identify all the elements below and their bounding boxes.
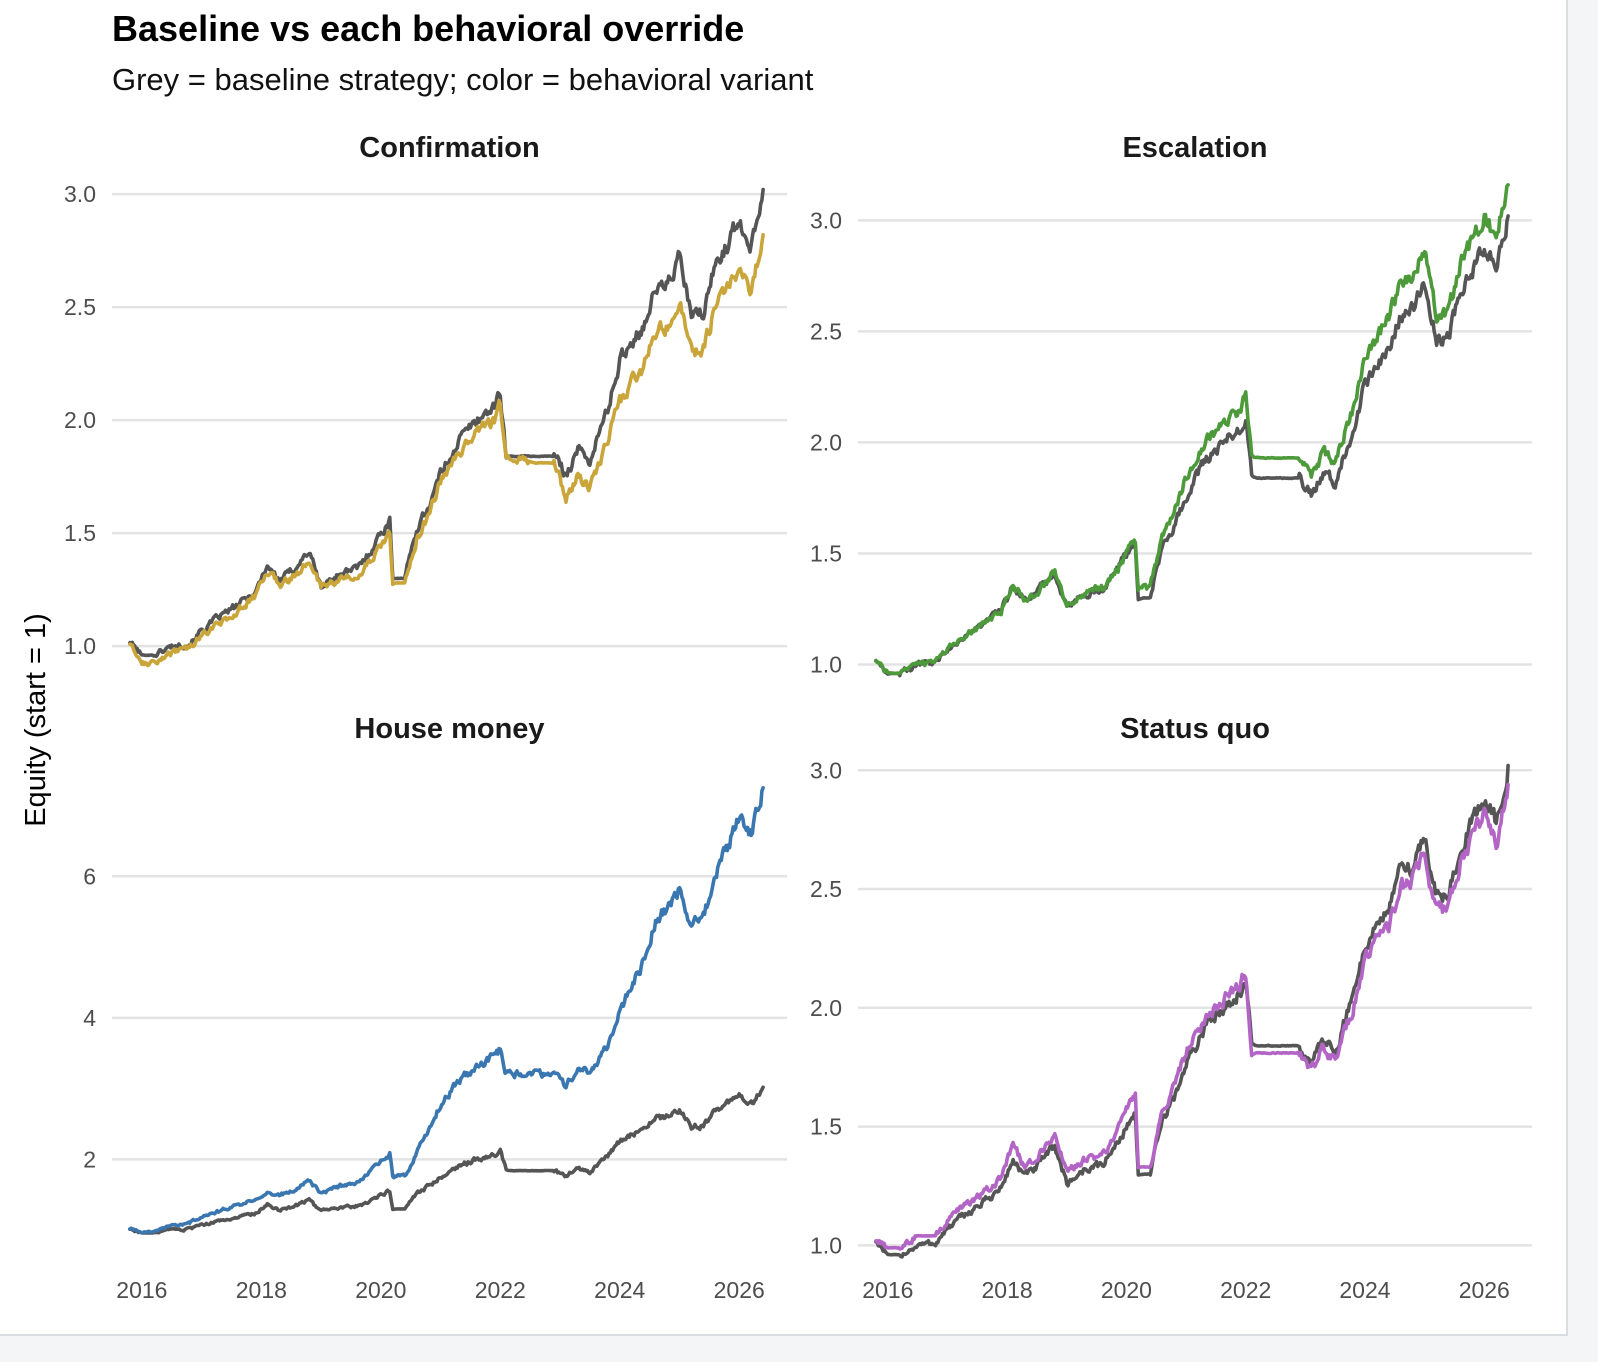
y-tick-label: 2.5 — [810, 876, 842, 902]
baseline-series-line — [128, 1085, 765, 1235]
y-axis-label: Equity (start = 1) — [20, 613, 52, 827]
y-tick-label: 2.0 — [810, 429, 842, 455]
baseline-series-line — [128, 187, 765, 659]
x-tick-label: 2026 — [714, 1277, 765, 1303]
y-tick-label: 4 — [83, 1005, 96, 1031]
chart-title: Baseline vs each behavioral override — [112, 8, 745, 49]
facet-chart: Equity (start = 1) Confirmation 1.0 1.5 2.0… — [20, 132, 1532, 1303]
x-tick-label: 2018 — [236, 1277, 287, 1303]
x-tick-label: 2022 — [1220, 1277, 1271, 1303]
y-tick-label: 2.0 — [810, 995, 842, 1021]
facet-panel: Status quo 1.0 1.5 2.0 2.5 3.0 2016 2018 2020 202… — [810, 713, 1532, 1303]
facet-panel: Confirmation 1.0 1.5 2.0 2.5 3.0 — [64, 132, 787, 668]
chart-frame: Baseline vs each behavioral override Gre… — [0, 0, 1568, 1336]
x-tick-label: 2016 — [116, 1277, 167, 1303]
facet-panel: House money 2 4 6 2016 2018 2020 2022 2024 2026 — [83, 713, 787, 1303]
y-tick-label: 2.5 — [64, 294, 96, 320]
x-tick-label: 2016 — [862, 1277, 913, 1303]
facet-title: Escalation — [1122, 132, 1267, 164]
y-tick-label: 1.0 — [810, 651, 842, 677]
x-tick-label: 2026 — [1459, 1277, 1510, 1303]
y-tick-label: 1.5 — [810, 1114, 842, 1140]
y-tick-label: 3.0 — [810, 757, 842, 783]
y-tick-label: 2.0 — [64, 407, 96, 433]
x-tick-label: 2020 — [355, 1277, 406, 1303]
variant-series-line — [874, 183, 1510, 676]
facet-title: Status quo — [1120, 713, 1270, 745]
y-tick-label: 6 — [83, 863, 96, 889]
y-tick-label: 2 — [83, 1146, 96, 1172]
baseline-series-line — [874, 214, 1510, 678]
x-tick-label: 2024 — [1339, 1277, 1390, 1303]
y-tick-label: 1.0 — [810, 1232, 842, 1258]
y-tick-label: 1.5 — [810, 540, 842, 566]
x-tick-label: 2022 — [475, 1277, 526, 1303]
x-tick-label: 2018 — [982, 1277, 1033, 1303]
x-tick-label: 2020 — [1101, 1277, 1152, 1303]
chart-subtitle: Grey = baseline strategy; color = behavi… — [112, 62, 814, 97]
y-tick-label: 3.0 — [64, 181, 96, 207]
facet-panel: Escalation 1.0 1.5 2.0 2.5 3.0 — [810, 132, 1532, 677]
variant-series-line — [128, 786, 765, 1235]
y-tick-label: 1.5 — [64, 520, 96, 546]
baseline-series-line — [874, 763, 1510, 1259]
facet-title: Confirmation — [359, 132, 539, 164]
y-tick-label: 1.0 — [64, 633, 96, 659]
facet-title: House money — [354, 713, 544, 745]
y-tick-label: 3.0 — [810, 207, 842, 233]
variant-series-line — [874, 782, 1510, 1251]
y-tick-label: 2.5 — [810, 318, 842, 344]
x-tick-label: 2024 — [594, 1277, 645, 1303]
variant-series-line — [128, 233, 765, 668]
